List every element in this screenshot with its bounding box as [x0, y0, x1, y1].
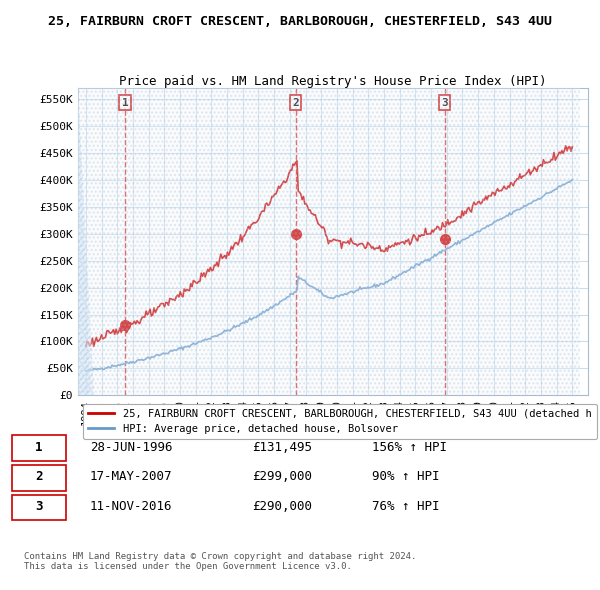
Text: £131,495: £131,495 [252, 441, 312, 454]
Text: 90% ↑ HPI: 90% ↑ HPI [372, 470, 439, 483]
FancyBboxPatch shape [12, 465, 66, 491]
Polygon shape [78, 88, 91, 395]
Text: 1: 1 [35, 441, 43, 454]
Text: 28-JUN-1996: 28-JUN-1996 [90, 441, 173, 454]
Text: Contains HM Land Registry data © Crown copyright and database right 2024.
This d: Contains HM Land Registry data © Crown c… [24, 552, 416, 571]
Text: 76% ↑ HPI: 76% ↑ HPI [372, 500, 439, 513]
Text: 17-MAY-2007: 17-MAY-2007 [90, 470, 173, 483]
Text: 25, FAIRBURN CROFT CRESCENT, BARLBOROUGH, CHESTERFIELD, S43 4UU: 25, FAIRBURN CROFT CRESCENT, BARLBOROUGH… [48, 15, 552, 28]
Text: 2: 2 [292, 98, 299, 108]
Text: 3: 3 [441, 98, 448, 108]
FancyBboxPatch shape [12, 435, 66, 461]
Text: 2: 2 [35, 470, 43, 483]
FancyBboxPatch shape [12, 495, 66, 520]
Text: £299,000: £299,000 [252, 470, 312, 483]
Polygon shape [78, 88, 94, 395]
Text: 156% ↑ HPI: 156% ↑ HPI [372, 441, 447, 454]
Text: 3: 3 [35, 500, 43, 513]
Text: £290,000: £290,000 [252, 500, 312, 513]
Title: Price paid vs. HM Land Registry's House Price Index (HPI): Price paid vs. HM Land Registry's House … [119, 76, 547, 88]
Legend: 25, FAIRBURN CROFT CRESCENT, BARLBOROUGH, CHESTERFIELD, S43 4UU (detached h, HPI: 25, FAIRBURN CROFT CRESCENT, BARLBOROUGH… [83, 404, 597, 439]
Text: 1: 1 [122, 98, 128, 108]
Text: 11-NOV-2016: 11-NOV-2016 [90, 500, 173, 513]
